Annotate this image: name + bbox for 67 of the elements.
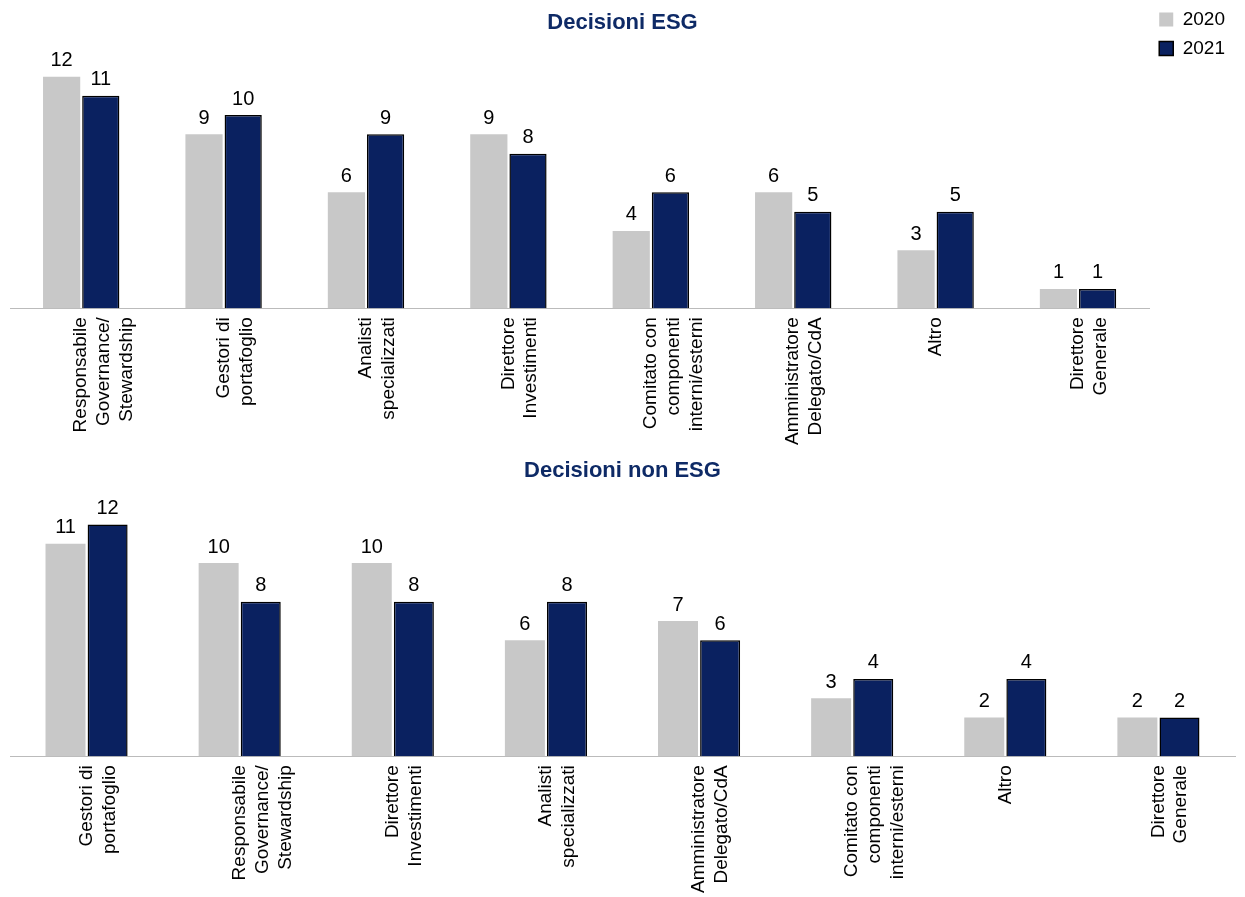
data-label: 1 [1092, 260, 1104, 283]
x-tick-label: Altro [923, 317, 945, 357]
data-label: 10 [232, 86, 255, 109]
data-label: 4 [867, 650, 879, 673]
bar [755, 192, 793, 309]
x-tick-label: Analisti specializzati [354, 317, 399, 420]
data-label: 5 [949, 183, 961, 206]
x-tick-label: Analisti specializzati [534, 765, 578, 868]
bar [43, 76, 81, 309]
data-label: 10 [360, 534, 383, 557]
data-label: 6 [714, 611, 726, 634]
data-label: 2 [978, 689, 990, 712]
data-label: 9 [483, 105, 495, 128]
data-label: 11 [55, 515, 76, 538]
data-label: 12 [96, 495, 119, 518]
data-label: 4 [625, 202, 637, 225]
data-label: 10 [207, 534, 230, 557]
data-label: 3 [910, 221, 922, 244]
legend-label: 2021 [1182, 36, 1226, 58]
chart-title: Decisioni ESG [547, 9, 698, 35]
bar [897, 250, 935, 309]
data-label: 9 [198, 105, 210, 128]
x-tick-label: Direttore Generale [1066, 317, 1111, 396]
data-label: 8 [255, 573, 267, 596]
data-label: 11 [90, 67, 112, 90]
bar [658, 621, 699, 757]
data-label: 6 [664, 163, 676, 186]
x-tick-label: Gestori di portafoglio [74, 765, 119, 854]
bar [470, 134, 508, 309]
x-tick-label: Gestori di portafoglio [211, 317, 256, 406]
data-label: 8 [408, 573, 420, 596]
x-tick-label: Comitato con componenti interni/esterni [639, 317, 706, 432]
data-label: 12 [50, 47, 73, 70]
legend-label: 2020 [1182, 7, 1226, 29]
bar [964, 717, 1005, 757]
data-label: 8 [522, 125, 534, 148]
data-label: 7 [672, 592, 684, 615]
data-label: 3 [825, 669, 837, 692]
data-label: 5 [807, 183, 819, 206]
data-label: 2 [1173, 689, 1186, 712]
x-tick-label: Altro [993, 765, 1015, 805]
x-tick-label: Responsabile Governance/ Stewardship [69, 316, 137, 433]
bar [1117, 717, 1158, 757]
data-label: 4 [1020, 650, 1032, 673]
data-label: 1 [1052, 260, 1065, 283]
data-label: 2 [1131, 689, 1143, 712]
bar [45, 543, 86, 757]
bar [327, 192, 366, 309]
data-label: 6 [768, 163, 780, 186]
bar [811, 698, 852, 757]
x-tick-label: Direttore Investimenti [381, 765, 425, 867]
x-tick-label: Responsabile Governance/ Stewardship [227, 764, 295, 881]
bar [185, 134, 223, 309]
chart-title: Decisioni non ESG [524, 457, 721, 483]
bar [504, 640, 545, 757]
data-label: 6 [340, 163, 352, 186]
x-tick-label: Amministratore Delegato/CdA [687, 764, 732, 893]
data-label: 8 [561, 573, 573, 596]
bar [1039, 288, 1078, 309]
data-label: 9 [380, 105, 392, 128]
data-label: 6 [519, 611, 531, 634]
x-tick-label: Direttore Investimenti [496, 317, 541, 419]
bar [198, 563, 239, 757]
bar [351, 563, 392, 757]
x-tick-label: Direttore Generale [1146, 765, 1191, 844]
bar [612, 230, 650, 309]
x-tick-label: Comitato con componenti interni/esterni [840, 765, 908, 880]
